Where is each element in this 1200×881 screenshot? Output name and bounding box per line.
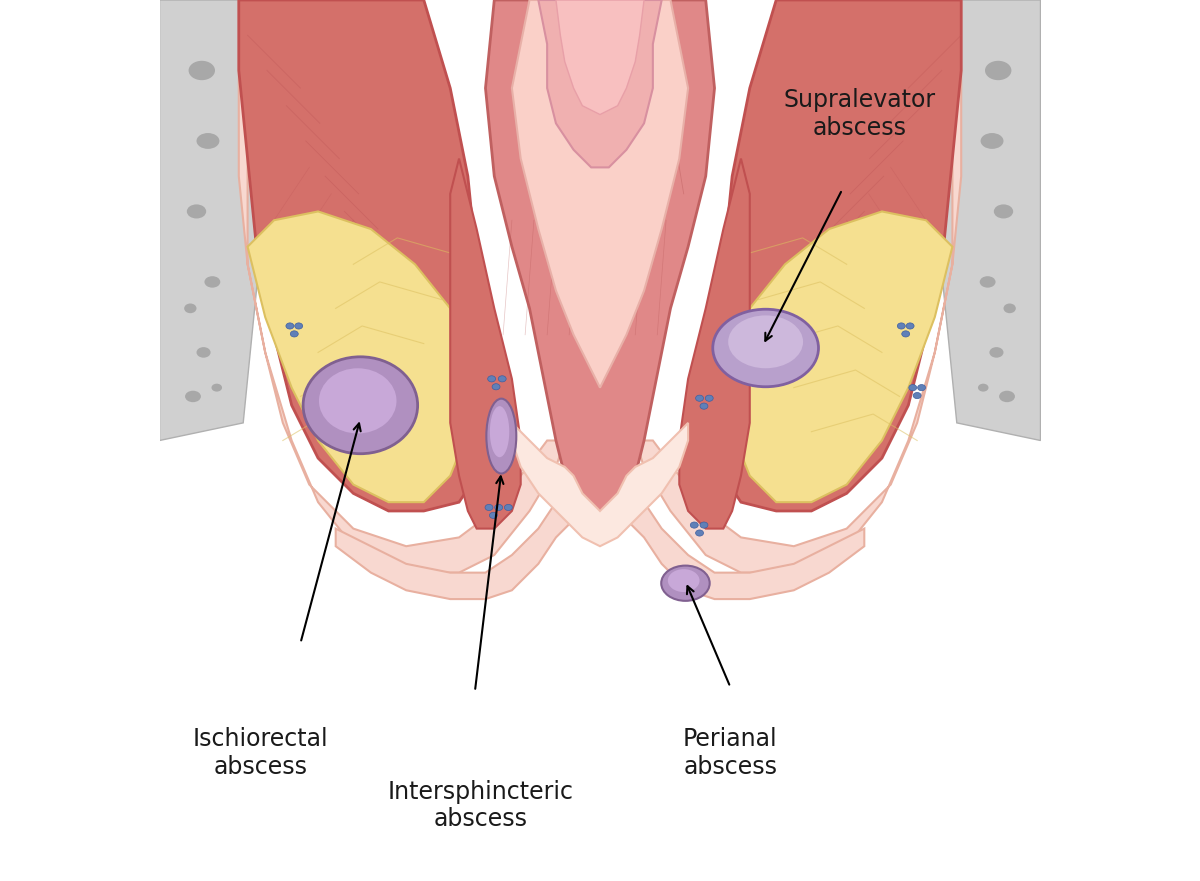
Ellipse shape (211, 384, 222, 391)
Ellipse shape (668, 569, 700, 592)
Ellipse shape (901, 331, 910, 337)
Ellipse shape (486, 398, 516, 474)
Polygon shape (512, 423, 688, 546)
Polygon shape (679, 159, 750, 529)
Polygon shape (239, 0, 565, 573)
Ellipse shape (979, 277, 996, 287)
Ellipse shape (492, 383, 500, 389)
Ellipse shape (990, 347, 1003, 358)
Ellipse shape (994, 204, 1013, 218)
Ellipse shape (494, 504, 503, 511)
Ellipse shape (713, 309, 818, 387)
Polygon shape (160, 0, 265, 440)
Ellipse shape (295, 323, 302, 329)
Ellipse shape (204, 277, 221, 287)
Ellipse shape (290, 331, 299, 337)
Ellipse shape (319, 368, 396, 433)
Polygon shape (247, 211, 468, 502)
Polygon shape (706, 0, 961, 511)
Text: Perianal
abscess: Perianal abscess (683, 727, 778, 779)
Ellipse shape (700, 403, 708, 409)
Text: Intersphincteric
abscess: Intersphincteric abscess (388, 780, 574, 832)
Ellipse shape (187, 204, 206, 218)
Polygon shape (935, 0, 1040, 440)
Ellipse shape (490, 406, 509, 457)
Ellipse shape (184, 303, 197, 314)
Ellipse shape (706, 395, 713, 402)
Ellipse shape (1003, 303, 1016, 314)
Ellipse shape (1000, 391, 1015, 402)
Polygon shape (512, 0, 688, 388)
Ellipse shape (690, 522, 698, 528)
Ellipse shape (661, 566, 709, 601)
Polygon shape (450, 159, 521, 529)
Ellipse shape (197, 133, 220, 149)
Ellipse shape (913, 393, 922, 398)
Ellipse shape (898, 323, 905, 329)
Ellipse shape (185, 391, 200, 402)
Text: Ischiorectal
abscess: Ischiorectal abscess (193, 727, 329, 779)
Ellipse shape (978, 384, 989, 391)
Polygon shape (336, 485, 864, 599)
Polygon shape (486, 0, 714, 511)
Ellipse shape (490, 512, 497, 518)
Ellipse shape (304, 357, 418, 454)
Text: Supralevator
abscess: Supralevator abscess (784, 88, 936, 140)
Ellipse shape (286, 323, 294, 329)
Ellipse shape (696, 395, 703, 402)
Ellipse shape (908, 384, 917, 391)
Polygon shape (539, 0, 661, 167)
Ellipse shape (906, 323, 914, 329)
Polygon shape (239, 0, 494, 511)
Ellipse shape (696, 529, 703, 536)
Ellipse shape (487, 375, 496, 382)
Ellipse shape (498, 375, 506, 382)
Ellipse shape (188, 61, 215, 80)
Ellipse shape (504, 504, 512, 511)
Polygon shape (635, 0, 961, 573)
Ellipse shape (728, 315, 803, 368)
Ellipse shape (985, 61, 1012, 80)
Polygon shape (732, 211, 953, 502)
Polygon shape (556, 0, 644, 115)
Ellipse shape (918, 384, 925, 391)
Ellipse shape (980, 133, 1003, 149)
Ellipse shape (485, 504, 493, 511)
Ellipse shape (197, 347, 210, 358)
Ellipse shape (700, 522, 708, 528)
